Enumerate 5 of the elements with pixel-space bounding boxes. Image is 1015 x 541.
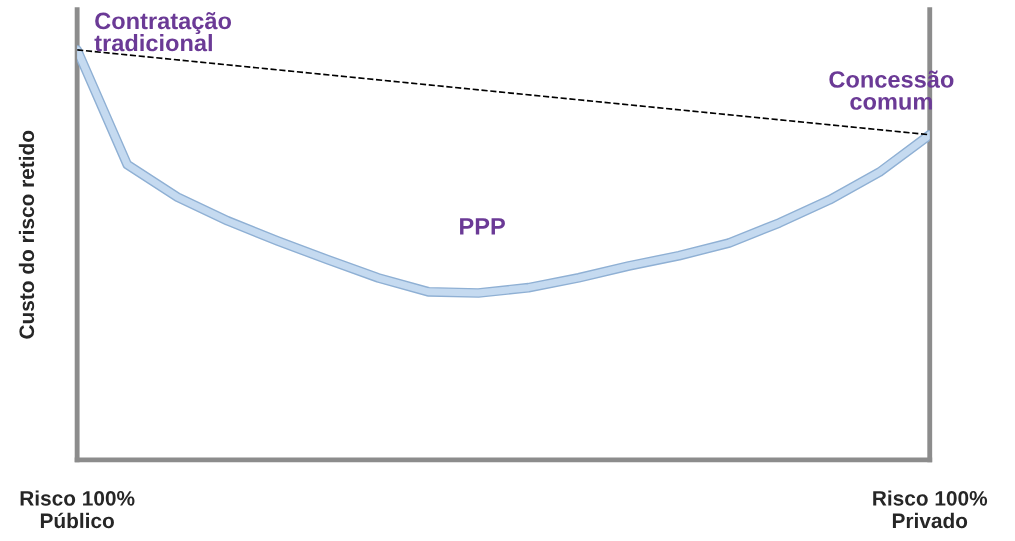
annotation: PPP — [460, 218, 505, 235]
annotation: Contratação tradicional — [94, 12, 232, 52]
y-axis-title: Custo do risco retido — [18, 130, 35, 339]
x-tick-label: Risco 100% Público — [20, 490, 135, 529]
x-tick-label: Risco 100% Privado — [873, 490, 988, 529]
